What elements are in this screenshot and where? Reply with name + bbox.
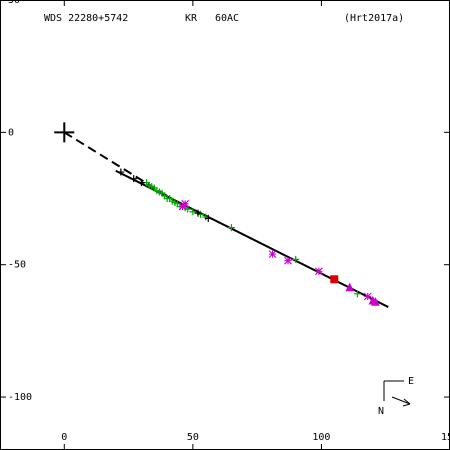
y-tick-label: -50 [8,260,26,271]
data-point-asterisk [268,250,277,259]
y-tick-label: 0 [8,127,14,138]
data-point-plus [292,255,300,263]
data-point-plus [137,179,145,187]
x-tick-label: 100 [312,432,330,443]
compass: E N [378,376,414,417]
data-point-plus [189,208,197,216]
axis-tick-labels: 0 50 100 150 50 0 -50 -100 [8,0,450,443]
data-point-plus [117,168,125,176]
compass-arrow-head-b [402,403,411,407]
data-point-asterisk [284,256,292,265]
compass-east-label: E [408,376,414,387]
data-point-asterisk [181,199,190,208]
y-tick-label: -100 [8,392,32,403]
data-point-triangle [345,282,355,292]
x-tick-label: 150 [441,432,450,443]
x-tick-label: 0 [61,432,67,443]
compass-motion-arrow [391,396,411,405]
data-point-asterisk [363,292,372,301]
data-point-plus [130,175,138,183]
y-tick-label: 50 [8,0,20,6]
header-discoverer: KR [185,13,198,24]
data-point-plus [194,209,202,217]
data-point-plus [204,214,212,222]
header-system: WDS 22280+5742 [44,13,128,24]
compass-arrow-head-a [403,398,411,405]
header-pair: 60AC [215,13,239,24]
data-point-square [330,275,339,284]
observation-marks [117,168,380,306]
header-reference: (Hrt2017a) [344,13,404,24]
data-point-asterisk [314,267,323,276]
compass-north-label: N [378,406,384,417]
x-tick-label: 50 [187,432,199,443]
data-point-plus [227,224,235,232]
data-point-triangle [371,297,380,306]
data-point-plus [353,290,361,298]
